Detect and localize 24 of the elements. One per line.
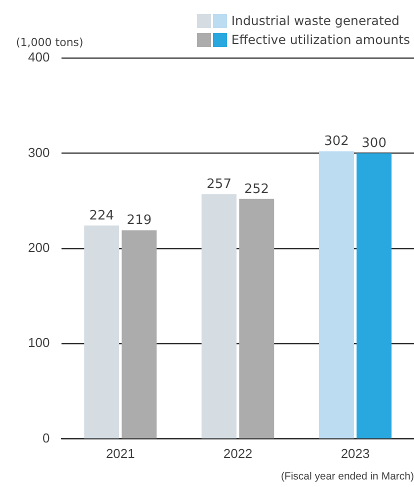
data-label: 219 xyxy=(126,213,152,228)
y-tick-label: 0 xyxy=(42,430,50,446)
x-axis-title: (Fiscal year ended in March) xyxy=(280,470,414,483)
y-tick-label: 300 xyxy=(28,144,50,160)
data-label: 224 xyxy=(89,208,114,224)
y-axis-title: (1,000 tons) xyxy=(16,36,84,49)
bar xyxy=(319,151,354,438)
y-tick-label: 400 xyxy=(28,50,50,65)
x-tick-label: 2021 xyxy=(106,446,135,462)
x-tick-label: 2022 xyxy=(223,446,252,462)
y-tick-label: 200 xyxy=(28,240,50,255)
legend-label: Effective utilization amounts xyxy=(231,32,410,47)
y-tick-label: 100 xyxy=(28,335,50,350)
bar xyxy=(84,226,120,438)
x-tick-label: 2023 xyxy=(340,446,370,462)
data-label: 257 xyxy=(206,177,232,192)
data-label: 252 xyxy=(244,182,270,197)
bar xyxy=(122,230,157,438)
bar xyxy=(356,153,392,438)
data-label: 300 xyxy=(362,136,386,152)
legend-label: Industrial waste generated xyxy=(231,13,400,28)
bar xyxy=(202,194,237,438)
data-label: 302 xyxy=(324,134,349,150)
bar xyxy=(239,198,274,438)
